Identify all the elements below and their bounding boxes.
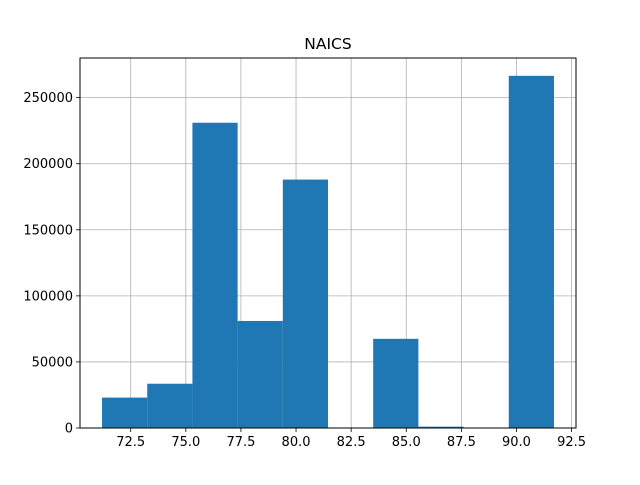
histogram-bar <box>282 179 328 428</box>
histogram-bar <box>418 426 464 428</box>
x-tick-label: 72.5 <box>116 435 145 450</box>
y-tick-label: 200000 <box>23 157 73 172</box>
x-tick-label: 75.0 <box>171 435 200 450</box>
y-tick-label: 0 <box>65 422 73 437</box>
y-tick-label: 100000 <box>23 289 73 304</box>
histogram-bar <box>102 397 148 428</box>
histogram-bar <box>508 75 554 428</box>
x-tick-label: 85.0 <box>392 435 421 450</box>
histogram-bar <box>192 122 238 428</box>
x-tick-label: 82.5 <box>337 435 366 450</box>
y-axis: 0 50000 100000 150000 200000 250000 <box>23 91 80 437</box>
x-tick-label: 90.0 <box>502 435 531 450</box>
x-tick-label: 77.5 <box>226 435 255 450</box>
x-axis: 72.5 75.0 77.5 80.0 82.5 85.0 87.5 90.0 92.5 <box>116 428 586 450</box>
y-tick-label: 50000 <box>32 355 73 370</box>
y-tick-label: 250000 <box>23 91 73 106</box>
x-tick-label: 92.5 <box>557 435 586 450</box>
x-tick-label: 87.5 <box>447 435 476 450</box>
histogram-bar <box>147 383 193 428</box>
histogram-bar <box>373 338 419 428</box>
plot-frame <box>79 57 577 429</box>
histogram-bar <box>237 320 283 428</box>
chart-title: NAICS <box>304 35 351 53</box>
y-tick-label: 150000 <box>23 223 73 238</box>
x-tick-label: 80.0 <box>282 435 311 450</box>
histogram-bars <box>102 75 554 428</box>
